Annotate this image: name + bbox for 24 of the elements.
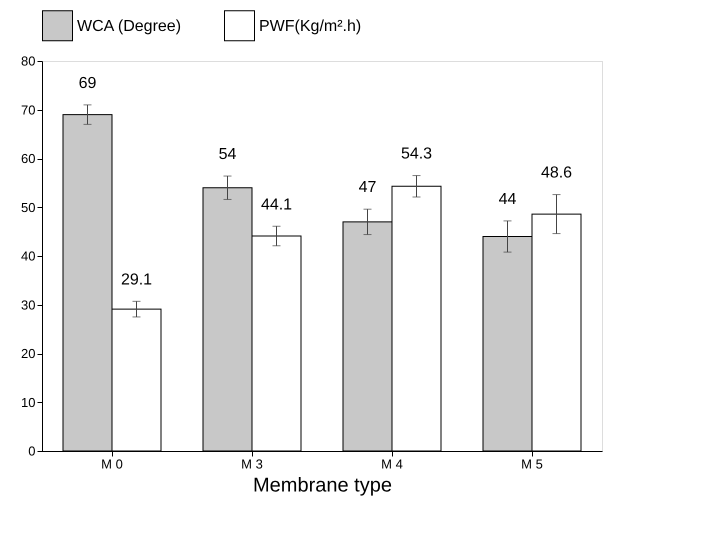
y-tick-label: 20 (21, 346, 36, 361)
data-label: 44 (498, 190, 516, 208)
x-tick-label: M 3 (241, 456, 263, 472)
data-label: 48.6 (540, 164, 572, 182)
data-label: 69 (78, 74, 96, 92)
x-axis-title: Membrane type (253, 474, 392, 496)
data-label: 29.1 (120, 271, 152, 288)
x-tick-label: M 5 (521, 456, 543, 472)
x-tick-label: M 4 (381, 456, 403, 472)
data-label: 54.3 (400, 146, 432, 163)
legend-label: WCA (Degree) (77, 18, 182, 35)
y-tick-label: 40 (21, 248, 36, 264)
legend-label: PWF(Kg/m².h) (259, 18, 362, 35)
y-tick-label: 0 (28, 444, 36, 458)
data-label: 54 (218, 146, 236, 164)
y-tick-label: 30 (21, 297, 36, 312)
y-tick-label: 50 (21, 200, 36, 215)
data-label: 47 (358, 179, 376, 196)
y-tick-label: 80 (21, 54, 36, 68)
data-label: 44.1 (260, 196, 292, 214)
y-tick-label: 60 (21, 151, 36, 166)
y-tick-label: 10 (21, 394, 36, 410)
y-tick-label: 70 (21, 102, 36, 118)
x-tick-label: M 0 (101, 456, 123, 472)
